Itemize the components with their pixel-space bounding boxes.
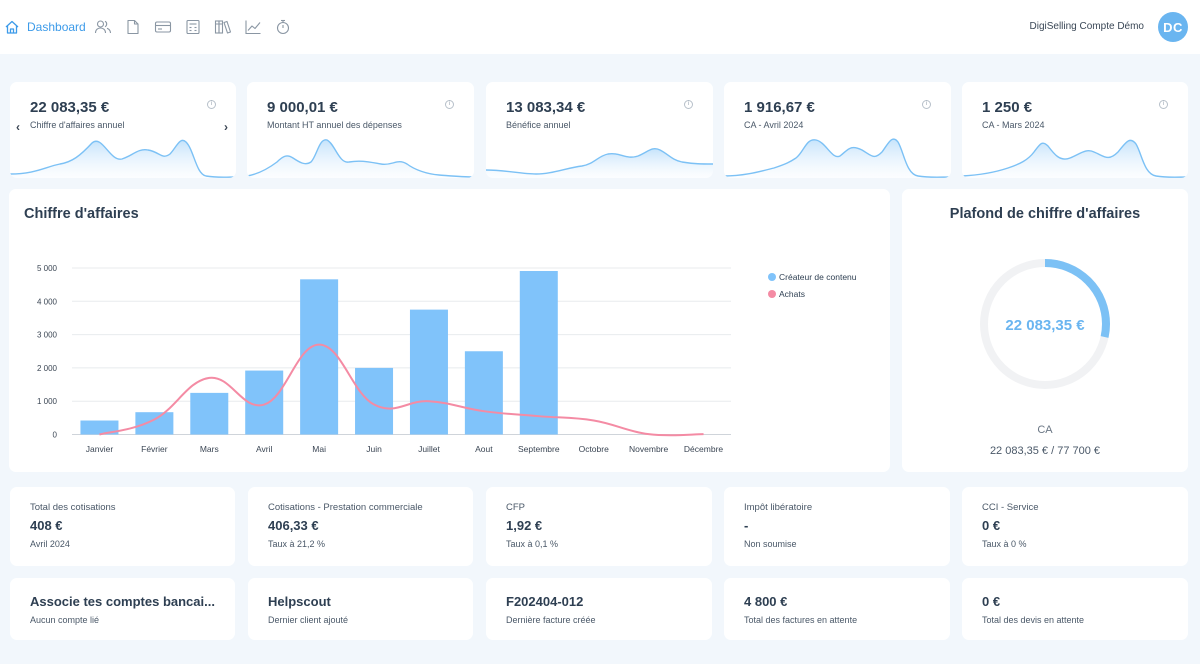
stat-label: CCI - Service	[982, 502, 1039, 513]
avatar[interactable]: DC	[1158, 12, 1188, 42]
kpi-card-annual-revenue: 22 083,35 € Chiffre d'affaires annuel i …	[10, 82, 236, 178]
account-name[interactable]: DigiSelling Compte Démo	[1029, 21, 1145, 32]
chart-legend: Créateur de contenu Achats	[768, 268, 857, 302]
sparkline	[962, 139, 1188, 178]
bottom-sub: Aucun compte lié	[30, 615, 100, 625]
stat-card-cci: CCI - Service 0 € Taux à 0 %	[962, 487, 1188, 566]
stat-sub: Taux à 0,1 %	[506, 539, 559, 549]
chevron-right-icon[interactable]: ›	[224, 120, 228, 134]
users-icon[interactable]	[92, 16, 114, 38]
bottom-title: 0 €	[982, 594, 1001, 609]
chart-icon[interactable]	[242, 16, 264, 38]
main-nav: Dashboard	[4, 16, 294, 38]
kpi-value: 1 250 €	[982, 99, 1033, 116]
kpi-card-march: 1 250 € CA - Mars 2024 i	[962, 82, 1188, 178]
legend-item-series-1[interactable]: Créateur de contenu	[768, 268, 857, 285]
kpi-label: Bénéfice annuel	[506, 120, 571, 130]
kpi-card-expenses: 9 000,01 € Montant HT annuel des dépense…	[247, 82, 474, 178]
library-icon[interactable]	[212, 16, 234, 38]
nav-dashboard[interactable]: Dashboard	[4, 19, 86, 35]
stat-card-contributions: Total des cotisations 408 € Avril 2024	[10, 487, 235, 566]
stat-label: Total des cotisations	[30, 502, 116, 513]
stat-value: 408 €	[30, 518, 63, 533]
calculator-icon[interactable]	[182, 16, 204, 38]
stat-sub: Taux à 0 %	[982, 539, 1027, 549]
stat-sub: Taux à 21,2 %	[268, 539, 326, 549]
sparkline	[10, 139, 236, 178]
info-icon[interactable]: i	[1159, 100, 1168, 109]
kpi-label: Chiffre d'affaires annuel	[30, 120, 125, 130]
pending-quotes-card[interactable]: 0 € Total des devis en attente	[962, 578, 1188, 640]
ceiling-value: 22 083,35 €	[1005, 317, 1085, 334]
kpi-card-profit: 13 083,34 € Bénéfice annuel i	[486, 82, 713, 178]
sparkline	[247, 139, 474, 178]
stat-card-cfp: CFP 1,92 € Taux à 0,1 %	[486, 487, 712, 566]
document-icon[interactable]	[122, 16, 144, 38]
timer-icon[interactable]	[272, 16, 294, 38]
stat-value: 1,92 €	[506, 518, 543, 533]
chart-title: Chiffre d'affaires	[24, 206, 139, 222]
stat-sub: Avril 2024	[30, 539, 70, 549]
stat-value: -	[744, 518, 749, 533]
kpi-value: 9 000,01 €	[267, 99, 338, 116]
kpi-label: Montant HT annuel des dépenses	[267, 120, 402, 130]
revenue-chart-card: Chiffre d'affaires	[9, 189, 890, 472]
last-invoice-card[interactable]: F202404-012 Dernière facture créée	[486, 578, 712, 640]
pending-invoices-card[interactable]: 4 800 € Total des factures en attente	[724, 578, 950, 640]
kpi-value: 1 916,67 €	[744, 99, 815, 116]
ceiling-detail: 22 083,35 € / 77 700 €	[989, 445, 1101, 457]
bottom-title: Associe tes comptes bancai...	[30, 594, 215, 609]
stat-label: CFP	[506, 502, 525, 513]
top-bar: Dashboard DigiSelling Compte Démo DC	[0, 0, 1200, 54]
stat-label: Cotisations - Prestation commerciale	[268, 502, 423, 513]
stat-card-tax: Impôt libératoire - Non soumise	[724, 487, 950, 566]
legend-item-series-2[interactable]: Achats	[768, 285, 857, 302]
bottom-sub: Dernier client ajouté	[268, 615, 349, 625]
legend-swatch	[768, 289, 776, 298]
nav-dashboard-label: Dashboard	[27, 20, 86, 34]
stat-value: 406,33 €	[268, 518, 319, 533]
kpi-card-april: 1 916,67 € CA - Avril 2024 i	[724, 82, 951, 178]
kpi-value: 22 083,35 €	[30, 99, 110, 116]
stat-card-commercial: Cotisations - Prestation commerciale 406…	[248, 487, 473, 566]
kpi-label: CA - Mars 2024	[982, 120, 1045, 130]
sparkline	[724, 138, 951, 178]
stat-sub: Non soumise	[744, 539, 797, 549]
bottom-title: Helpscout	[268, 594, 331, 609]
info-icon[interactable]: i	[922, 100, 931, 109]
bottom-title: F202404-012	[506, 594, 584, 609]
ceiling-caption: CA	[1037, 424, 1053, 436]
legend-label: Créateur de contenu	[779, 271, 857, 282]
legend-label: Achats	[779, 288, 805, 299]
info-icon[interactable]: i	[684, 100, 693, 109]
chevron-left-icon[interactable]: ‹	[16, 120, 20, 134]
ceiling-donut	[980, 259, 1110, 389]
link-bank-accounts-card[interactable]: Associe tes comptes bancai... Aucun comp…	[10, 578, 235, 640]
stat-label: Impôt libératoire	[744, 502, 813, 513]
kpi-value: 13 083,34 €	[506, 99, 586, 116]
kpi-label: CA - Avril 2024	[744, 120, 804, 130]
revenue-ceiling-card: Plafond de chiffre d'affaires 22 083,35 …	[902, 189, 1188, 472]
stat-value: 0 €	[982, 518, 1001, 533]
bottom-sub: Total des devis en attente	[982, 615, 1085, 625]
bottom-sub: Total des factures en attente	[744, 615, 858, 625]
bottom-title: 4 800 €	[744, 594, 788, 609]
legend-swatch	[768, 272, 776, 281]
ceiling-title: Plafond de chiffre d'affaires	[949, 206, 1141, 222]
sparkline	[486, 147, 713, 178]
card-icon[interactable]	[152, 16, 174, 38]
donut-progress	[980, 259, 1110, 389]
home-icon	[5, 20, 19, 34]
info-icon[interactable]: i	[445, 100, 454, 109]
bottom-sub: Dernière facture créée	[506, 615, 596, 625]
info-icon[interactable]: i	[207, 100, 216, 109]
last-client-card[interactable]: Helpscout Dernier client ajouté	[248, 578, 473, 640]
